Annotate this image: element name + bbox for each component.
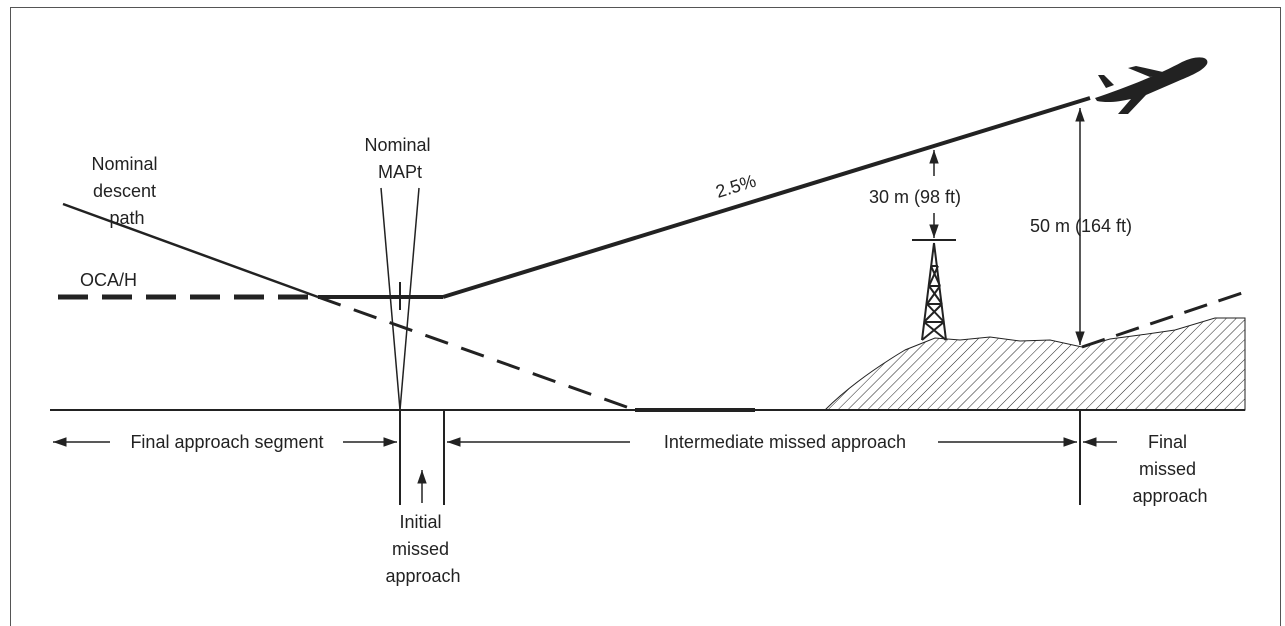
nominal-descent-path-label: Nominal descent path (91, 154, 162, 228)
oca-h-label: OCA/H (80, 270, 137, 290)
final-missed-approach-label: Final missed approach (1132, 432, 1207, 506)
nominal-mapt-label: Nominal MAPt (364, 135, 435, 182)
descent-path-extension (317, 295, 636, 412)
terrain-surface-line (1081, 290, 1246, 349)
mapt-tolerance-left (380, 187, 401, 411)
terrain-clearance-label: 50 m (164 ft) (1030, 216, 1132, 236)
airplane-icon (1095, 57, 1208, 114)
tower-icon (921, 242, 947, 341)
intermediate-missed-approach-label: Intermediate missed approach (664, 432, 906, 452)
final-approach-segment-label: Final approach segment (130, 432, 323, 452)
climb-path (442, 96, 1091, 299)
mapt-tolerance-right (399, 187, 420, 411)
obstacle-clearance-label: 30 m (98 ft) (869, 187, 961, 207)
terrain (823, 317, 1246, 411)
nominal-descent-path-line (62, 202, 319, 299)
initial-missed-approach-label: Initial missed approach (385, 512, 460, 586)
figure-frame (10, 7, 1281, 626)
climb-gradient-label: 2.5% (713, 171, 758, 202)
